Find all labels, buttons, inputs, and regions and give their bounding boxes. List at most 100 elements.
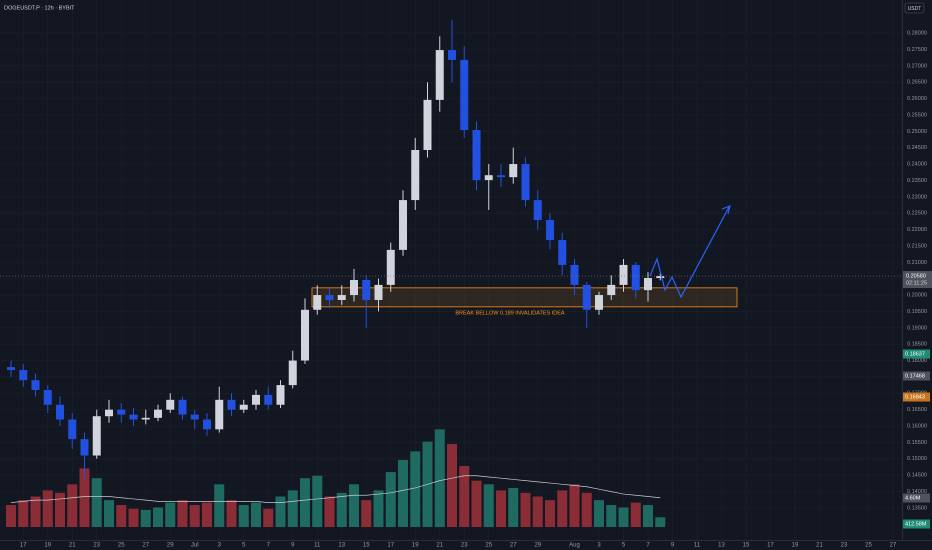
last-price-box <box>903 271 932 289</box>
y-tick-label: 0.25000 <box>907 129 927 135</box>
candle-body <box>313 295 322 310</box>
volume-bar <box>655 517 666 527</box>
y-tick-label: 0.23000 <box>907 194 927 200</box>
y-tick-label: 0.26000 <box>907 96 927 102</box>
volume-bar <box>569 484 580 527</box>
x-tick-label: 23 <box>461 543 468 549</box>
candle-body <box>521 164 530 201</box>
candle-body <box>276 385 285 405</box>
y-tick-label: 0.22000 <box>907 227 927 233</box>
volume-bar <box>251 502 261 527</box>
candle-body <box>497 175 505 178</box>
x-tick-label: 15 <box>363 543 370 549</box>
x-tick-label: 7 <box>646 543 650 549</box>
zone-label: BREAK BELLOW 0.189 INVALIDATES IDEA <box>455 310 565 316</box>
x-tick-label: 19 <box>792 543 799 549</box>
x-tick-label: 9 <box>671 543 675 549</box>
volume-bar <box>373 490 384 527</box>
y-tick-label: 0.16000 <box>907 423 927 429</box>
volume-bar <box>398 459 408 527</box>
x-tick-label: 23 <box>841 543 848 549</box>
x-tick-label: 17 <box>387 543 394 549</box>
volume-bar <box>434 429 445 527</box>
volume-bar <box>189 505 200 527</box>
y-tick-label: 0.23500 <box>907 178 927 184</box>
volume-bar <box>140 509 151 527</box>
x-tick-label: 21 <box>436 543 443 549</box>
volume-bar <box>606 505 617 527</box>
candle-body <box>546 220 554 241</box>
volume-bar <box>263 508 274 527</box>
price-marker-box <box>903 371 930 381</box>
x-tick-label: 7 <box>267 543 271 549</box>
price-marker-box <box>903 392 930 402</box>
x-tick-label: 5 <box>622 543 626 549</box>
candle-body <box>350 279 358 296</box>
candle-body <box>288 360 297 386</box>
candle-body <box>68 419 77 440</box>
price-marker-label: 0.16843 <box>905 394 925 400</box>
candle-body <box>301 309 309 361</box>
last-price-label: 0.20580 <box>906 274 926 280</box>
y-tick-label: 0.18000 <box>907 358 927 364</box>
candle-body <box>178 399 187 415</box>
candle-body <box>239 404 248 410</box>
x-tick-label: 29 <box>534 543 541 549</box>
y-tick-label: 0.19500 <box>907 309 927 315</box>
volume <box>6 429 666 527</box>
volume-bar <box>630 502 641 527</box>
x-tick-label: 13 <box>338 543 345 549</box>
candle-body <box>141 417 150 420</box>
x-tick-label: 25 <box>118 543 125 549</box>
volume-bar <box>165 502 176 527</box>
volume-bar <box>532 496 543 527</box>
volume-bar <box>55 492 65 527</box>
x-tick-label: 19 <box>44 543 51 549</box>
volume-bar <box>459 466 470 527</box>
volume-bar <box>6 505 16 527</box>
projection-path <box>649 206 730 299</box>
volume-bar <box>385 472 396 527</box>
volume-bar <box>91 478 102 527</box>
volume-bar <box>618 507 629 527</box>
y-tick-label: 0.25500 <box>907 112 927 118</box>
x-tick-label: 13 <box>718 543 725 549</box>
candle-body <box>227 399 236 410</box>
x-tick-label: 11 <box>694 543 701 549</box>
volume-bar <box>287 490 298 527</box>
volume-ma-line <box>10 475 661 503</box>
y-tick-label: 0.20000 <box>907 293 927 299</box>
currency-box <box>904 2 925 14</box>
candle-body <box>619 264 628 285</box>
volume-bar <box>300 478 310 527</box>
x-tick-label: 27 <box>510 543 517 549</box>
volume-bar <box>324 496 335 527</box>
volume-bar <box>116 505 127 527</box>
x-tick-label: 25 <box>865 543 872 549</box>
x-tick-label: 3 <box>597 543 601 549</box>
candle-body <box>215 399 224 430</box>
candle-body <box>105 409 113 417</box>
candle-body <box>595 295 603 310</box>
x-tick-label: 15 <box>743 543 750 549</box>
volume-bar <box>226 500 237 527</box>
y-tick-label: 0.16500 <box>907 407 927 413</box>
candle-body <box>203 419 211 430</box>
candle-body <box>435 50 444 100</box>
candle-body <box>509 164 518 178</box>
y-tick-label: 0.26500 <box>907 80 927 86</box>
candle-body <box>325 295 334 300</box>
candle-body <box>252 394 260 405</box>
projection-arrowhead <box>721 205 731 215</box>
candle-body <box>386 249 395 285</box>
candle-body <box>129 414 138 420</box>
candle-body <box>472 130 481 181</box>
symbol-title: DOGEUSDT.P · 12h · BYBIT <box>4 5 75 11</box>
volume-bar <box>336 492 347 527</box>
volume-bar <box>18 500 29 527</box>
volume-bar <box>104 500 114 527</box>
candle-body <box>117 409 126 415</box>
candle-body <box>582 284 591 310</box>
candle-body <box>154 409 162 418</box>
